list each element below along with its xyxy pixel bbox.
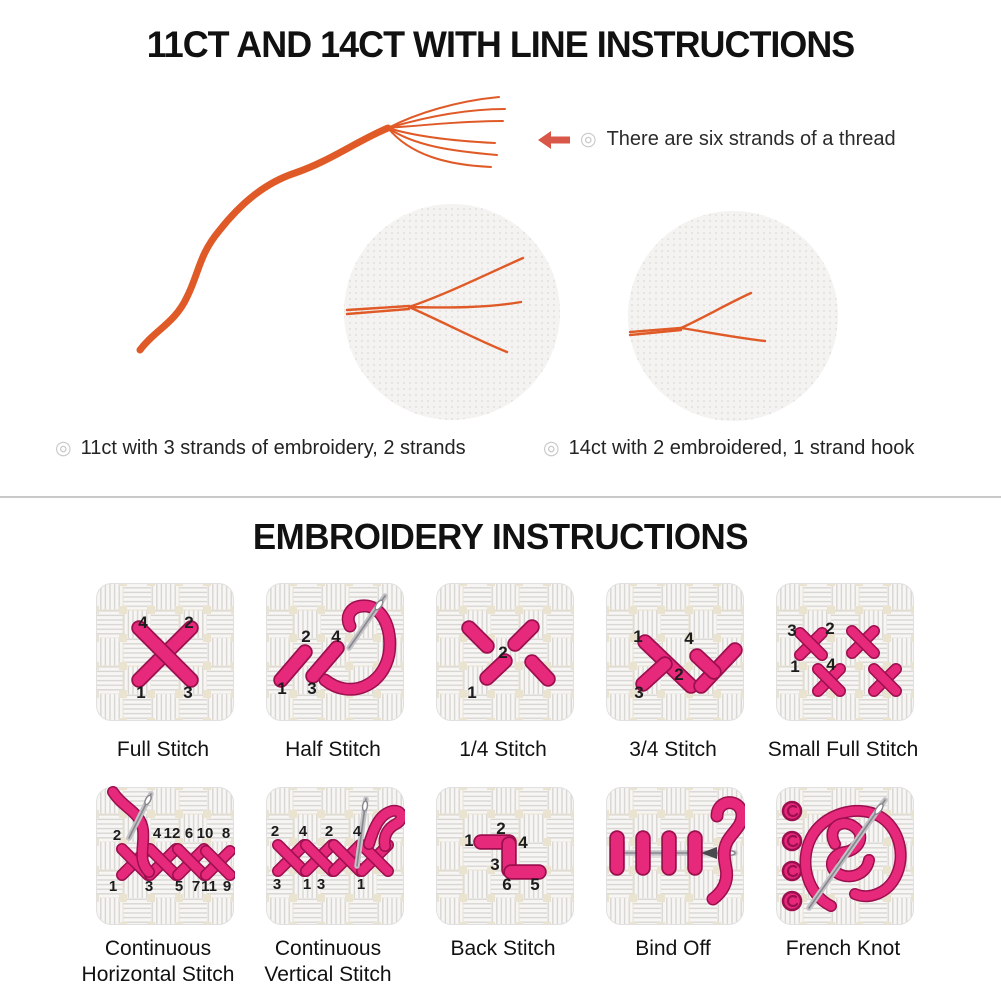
stitch-tile-back-stitch: 1 2 4 3 6 5 [436,787,574,925]
stitch-number: 1 [136,683,145,702]
stitch-number: 2 [271,823,279,840]
stitch-number: 3 [317,876,325,893]
stitch-tile-bind-off [606,787,745,925]
caption-14ct: ◎ 14ct with 2 embroidered, 1 strand hook [543,437,914,460]
stitch-number: 5 [530,875,539,894]
stitch-number: 7 [192,878,200,895]
stitch-number: 1 [464,831,473,850]
stitch-number: 3 [490,855,499,874]
tile-label: 1/4 Stitch [459,738,547,761]
stitch-number: 11 [201,878,217,895]
stitch-number: 8 [222,825,230,842]
caption-11ct-text: 11ct with 3 strands of embroidery, 2 str… [80,437,466,459]
stitch-number: 12 [164,825,181,842]
stitch-tile-quarter-stitch: 2 1 [436,583,574,721]
stitch-number: 2 [113,827,121,844]
stitch-number: 3 [183,683,192,702]
embroidery-section-title: EMBROIDERY INSTRUCTIONS [252,516,749,557]
stitch-number: 2 [184,613,193,632]
tile-label: Small Full Stitch [767,738,919,761]
stitch-number: 1 [633,627,642,646]
stitch-number: 2 [825,619,834,638]
stitch-number: 10 [197,825,214,842]
stitch-number: 2 [498,643,507,662]
tile-label: Continuous Vertical Stitch [264,937,392,987]
page-title: 11CT AND 14CT WITH LINE INSTRUCTIONS [146,24,855,65]
tile-label: 3/4 Stitch [629,738,717,761]
stitch-number: 2 [301,627,310,646]
french-knot-dots [781,800,803,912]
stitch-number: 4 [138,613,148,632]
stitch-number: 4 [684,629,694,648]
section-divider [0,496,1001,498]
stitch-number: 1 [109,878,117,895]
stitch-tile-three-quarter-stitch: 1 4 2 3 [606,583,744,721]
six-strand-thread-illustration [136,96,506,354]
tile-label: Bind Off [635,937,711,960]
stitch-number: 1 [790,657,799,676]
stitch-number: 4 [826,655,836,674]
tile-label: French Knot [785,937,901,960]
thread-note-row: ◎ There are six strands of a thread [538,128,896,151]
stitch-tile-small-full-stitch: 3 2 1 4 [776,583,914,721]
stitch-number: 1 [357,876,365,893]
stitch-number: 4 [299,823,308,840]
caption-14ct-text: 14ct with 2 embroidered, 1 strand hook [568,437,915,459]
stitch-number: 6 [185,825,193,842]
stitch-tile-continuous-vertical: 2 4 2 4 3 1 3 1 [266,787,405,925]
stitch-number: 1 [303,876,311,893]
caption-11ct: ◎ 11ct with 3 strands of embroidery, 2 s… [55,437,466,460]
stitch-number: 3 [145,878,153,895]
stitch-number: 4 [153,825,162,842]
stitch-number: 4 [331,627,341,646]
stitch-tile-french-knot [776,787,914,925]
ring-bullet-icon: ◎ [543,438,560,459]
thread-note-text: There are six strands of a thread [606,128,896,150]
stitch-number: 3 [634,683,643,702]
stitch-number: 1 [277,679,286,698]
stitch-tile-half-stitch: 2 4 1 3 [266,583,404,721]
stitch-number: 2 [325,823,333,840]
stitch-number: 3 [307,679,316,698]
stitch-number: 2 [674,665,683,684]
stitch-number: 5 [175,878,183,895]
tile-label: Half Stitch [285,738,381,761]
stitch-number: 3 [273,876,281,893]
stitch-number: 4 [353,823,362,840]
stitch-number: 1 [467,683,476,702]
ring-bullet-icon: ◎ [55,438,72,459]
stitch-number: 9 [223,878,231,895]
tile-label: Full Stitch [116,738,210,761]
ring-bullet-icon: ◎ [580,129,597,150]
stitch-tile-continuous-horizontal: 2 4 12 6 10 8 1 3 5 7 11 9 [96,786,235,925]
fabric-swatch-circles [344,204,838,421]
stitch-number: 6 [502,875,511,894]
stitch-number: 3 [787,621,796,640]
left-arrow-icon [538,130,570,149]
stitch-number: 4 [518,833,528,852]
tile-label: Back Stitch [450,937,556,960]
stitch-tile-full-stitch: 4 2 1 3 [96,583,234,721]
stitch-number: 2 [496,819,505,838]
tile-label: Continuous Horizontal Stitch [81,937,235,987]
